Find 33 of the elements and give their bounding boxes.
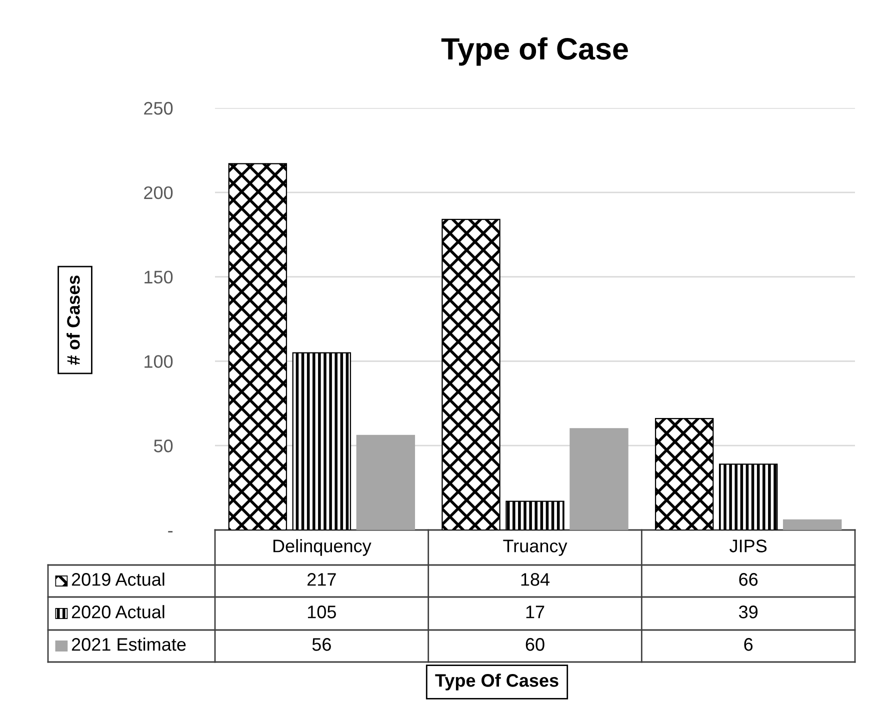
bar bbox=[506, 500, 564, 530]
bar bbox=[654, 418, 714, 530]
bar bbox=[292, 352, 352, 530]
bar bbox=[228, 163, 288, 530]
data-label: 184 bbox=[521, 573, 550, 586]
bar bbox=[356, 434, 416, 530]
x-tick-label: JIPS bbox=[730, 540, 767, 552]
data-label: 17 bbox=[526, 606, 544, 618]
y-tick-label: 50 bbox=[154, 440, 173, 452]
bar bbox=[570, 428, 628, 530]
bar bbox=[782, 519, 842, 530]
y-tick-label: 100 bbox=[144, 355, 173, 368]
chart-title: Type of Case bbox=[441, 37, 628, 66]
bar bbox=[442, 218, 500, 530]
y-tick-label: 150 bbox=[144, 270, 173, 284]
y-tick-label: - bbox=[168, 531, 173, 532]
y-axis-title: # of Cases bbox=[66, 276, 80, 365]
text: Type Of Cases bbox=[435, 674, 558, 690]
bar bbox=[718, 464, 778, 530]
data-label: 217 bbox=[308, 573, 336, 586]
data-label: 66 bbox=[739, 573, 758, 586]
x-tick-label: Truancy bbox=[503, 540, 568, 556]
data-label: 105 bbox=[308, 606, 336, 618]
y-tick-label: 250 bbox=[144, 102, 173, 115]
legend-label: 2021 Estimate bbox=[72, 638, 186, 651]
data-label: 6 bbox=[744, 638, 753, 651]
data-label: 39 bbox=[738, 606, 758, 618]
legend-label: 2019 Actual bbox=[72, 572, 164, 586]
legend-label: 2020 Actual bbox=[72, 605, 164, 618]
x-tick-label: Delinquency bbox=[273, 539, 372, 556]
data-label: 56 bbox=[312, 638, 331, 651]
y-tick-label: 200 bbox=[144, 186, 173, 200]
data-label: 60 bbox=[526, 638, 544, 651]
